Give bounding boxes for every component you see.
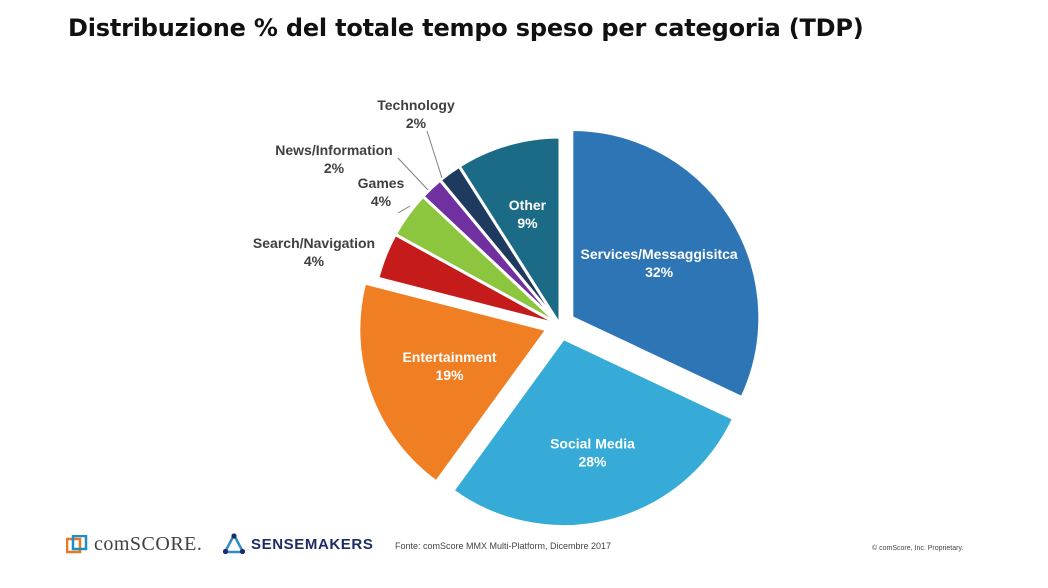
- pie-slice-social-media: [451, 337, 736, 529]
- comscore-wordmark: comSCORE.: [94, 533, 203, 555]
- pie-chart: Services/Messaggisitca 32% Social Media 28%…: [253, 97, 762, 529]
- slice-value-games: 4%: [371, 193, 392, 209]
- pie-slice-services-messaggisitca: [570, 127, 762, 400]
- comscore-logo: comSCORE.: [66, 533, 202, 556]
- pie-slice-other: [457, 135, 562, 327]
- pie-slice-entertainment: [357, 281, 549, 484]
- slice-value-technology: 2%: [406, 115, 427, 131]
- slice-label-games: Games: [358, 175, 405, 191]
- sensemakers-logo: SENSEMAKERS: [223, 533, 373, 555]
- slice-value-entertainment: 19%: [436, 367, 465, 383]
- slice-label-social-media: Social Media: [550, 435, 635, 451]
- slice-label-other: Other: [509, 197, 547, 213]
- slice-label-services-messaggisitca: Services/Messaggisitca: [581, 246, 738, 262]
- leader-line-games: [397, 205, 411, 214]
- leader-line-news-information: [397, 157, 429, 191]
- sensemakers-logo-icon: [223, 533, 245, 555]
- comscore-logo-icon: [66, 534, 88, 553]
- slice-value-other: 9%: [517, 215, 538, 231]
- source-note: Fonte: comScore MMX Multi-Platform, Dice…: [395, 541, 612, 551]
- slice-label-news-information: News/Information: [275, 142, 392, 158]
- slice-label-search-navigation: Search/Navigation: [253, 235, 375, 251]
- leader-line-technology: [426, 130, 443, 179]
- sensemakers-wordmark: SENSEMAKERS: [251, 535, 374, 553]
- slice-value-social-media: 28%: [578, 453, 607, 469]
- slice-value-services-messaggisitca: 32%: [645, 264, 674, 280]
- slice-label-technology: Technology: [377, 97, 455, 113]
- proprietary-note: © comScore, Inc. Proprietary.: [872, 545, 964, 552]
- chart-title: Distribuzione % del totale tempo speso p…: [68, 14, 864, 42]
- slice-value-news-information: 2%: [324, 160, 345, 176]
- slice-label-entertainment: Entertainment: [402, 349, 496, 365]
- slice-value-search-navigation: 4%: [304, 253, 325, 269]
